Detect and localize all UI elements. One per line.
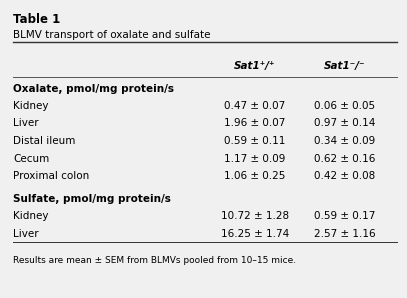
Text: Liver: Liver [13, 229, 39, 238]
Text: 0.47 ± 0.07: 0.47 ± 0.07 [224, 101, 286, 111]
Text: Table 1: Table 1 [13, 13, 60, 26]
Text: 0.34 ± 0.09: 0.34 ± 0.09 [314, 136, 376, 146]
Text: Oxalate, pmol/mg protein/s: Oxalate, pmol/mg protein/s [13, 83, 174, 94]
Text: 1.17 ± 0.09: 1.17 ± 0.09 [224, 153, 286, 164]
Text: 0.97 ± 0.14: 0.97 ± 0.14 [314, 119, 376, 128]
Text: 2.57 ± 1.16: 2.57 ± 1.16 [314, 229, 376, 238]
Text: Distal ileum: Distal ileum [13, 136, 75, 146]
Text: 0.59 ± 0.11: 0.59 ± 0.11 [224, 136, 286, 146]
Text: Sat1⁺/⁺: Sat1⁺/⁺ [234, 60, 276, 71]
Text: Results are mean ± SEM from BLMVs pooled from 10–15 mice.: Results are mean ± SEM from BLMVs pooled… [13, 256, 296, 265]
Text: 16.25 ± 1.74: 16.25 ± 1.74 [221, 229, 289, 238]
Text: 10.72 ± 1.28: 10.72 ± 1.28 [221, 211, 289, 221]
Text: 1.06 ± 0.25: 1.06 ± 0.25 [224, 171, 286, 181]
Text: Cecum: Cecum [13, 153, 49, 164]
Text: Liver: Liver [13, 119, 39, 128]
Text: Sat1⁻/⁻: Sat1⁻/⁻ [324, 60, 366, 71]
Text: BLMV transport of oxalate and sulfate: BLMV transport of oxalate and sulfate [13, 30, 210, 41]
Text: Kidney: Kidney [13, 101, 48, 111]
Text: Proximal colon: Proximal colon [13, 171, 89, 181]
Text: 0.06 ± 0.05: 0.06 ± 0.05 [315, 101, 376, 111]
Text: Sulfate, pmol/mg protein/s: Sulfate, pmol/mg protein/s [13, 193, 171, 204]
Text: 0.59 ± 0.17: 0.59 ± 0.17 [314, 211, 376, 221]
Text: 0.62 ± 0.16: 0.62 ± 0.16 [314, 153, 376, 164]
Text: 1.96 ± 0.07: 1.96 ± 0.07 [224, 119, 286, 128]
Text: 0.42 ± 0.08: 0.42 ± 0.08 [314, 171, 376, 181]
Text: Kidney: Kidney [13, 211, 48, 221]
